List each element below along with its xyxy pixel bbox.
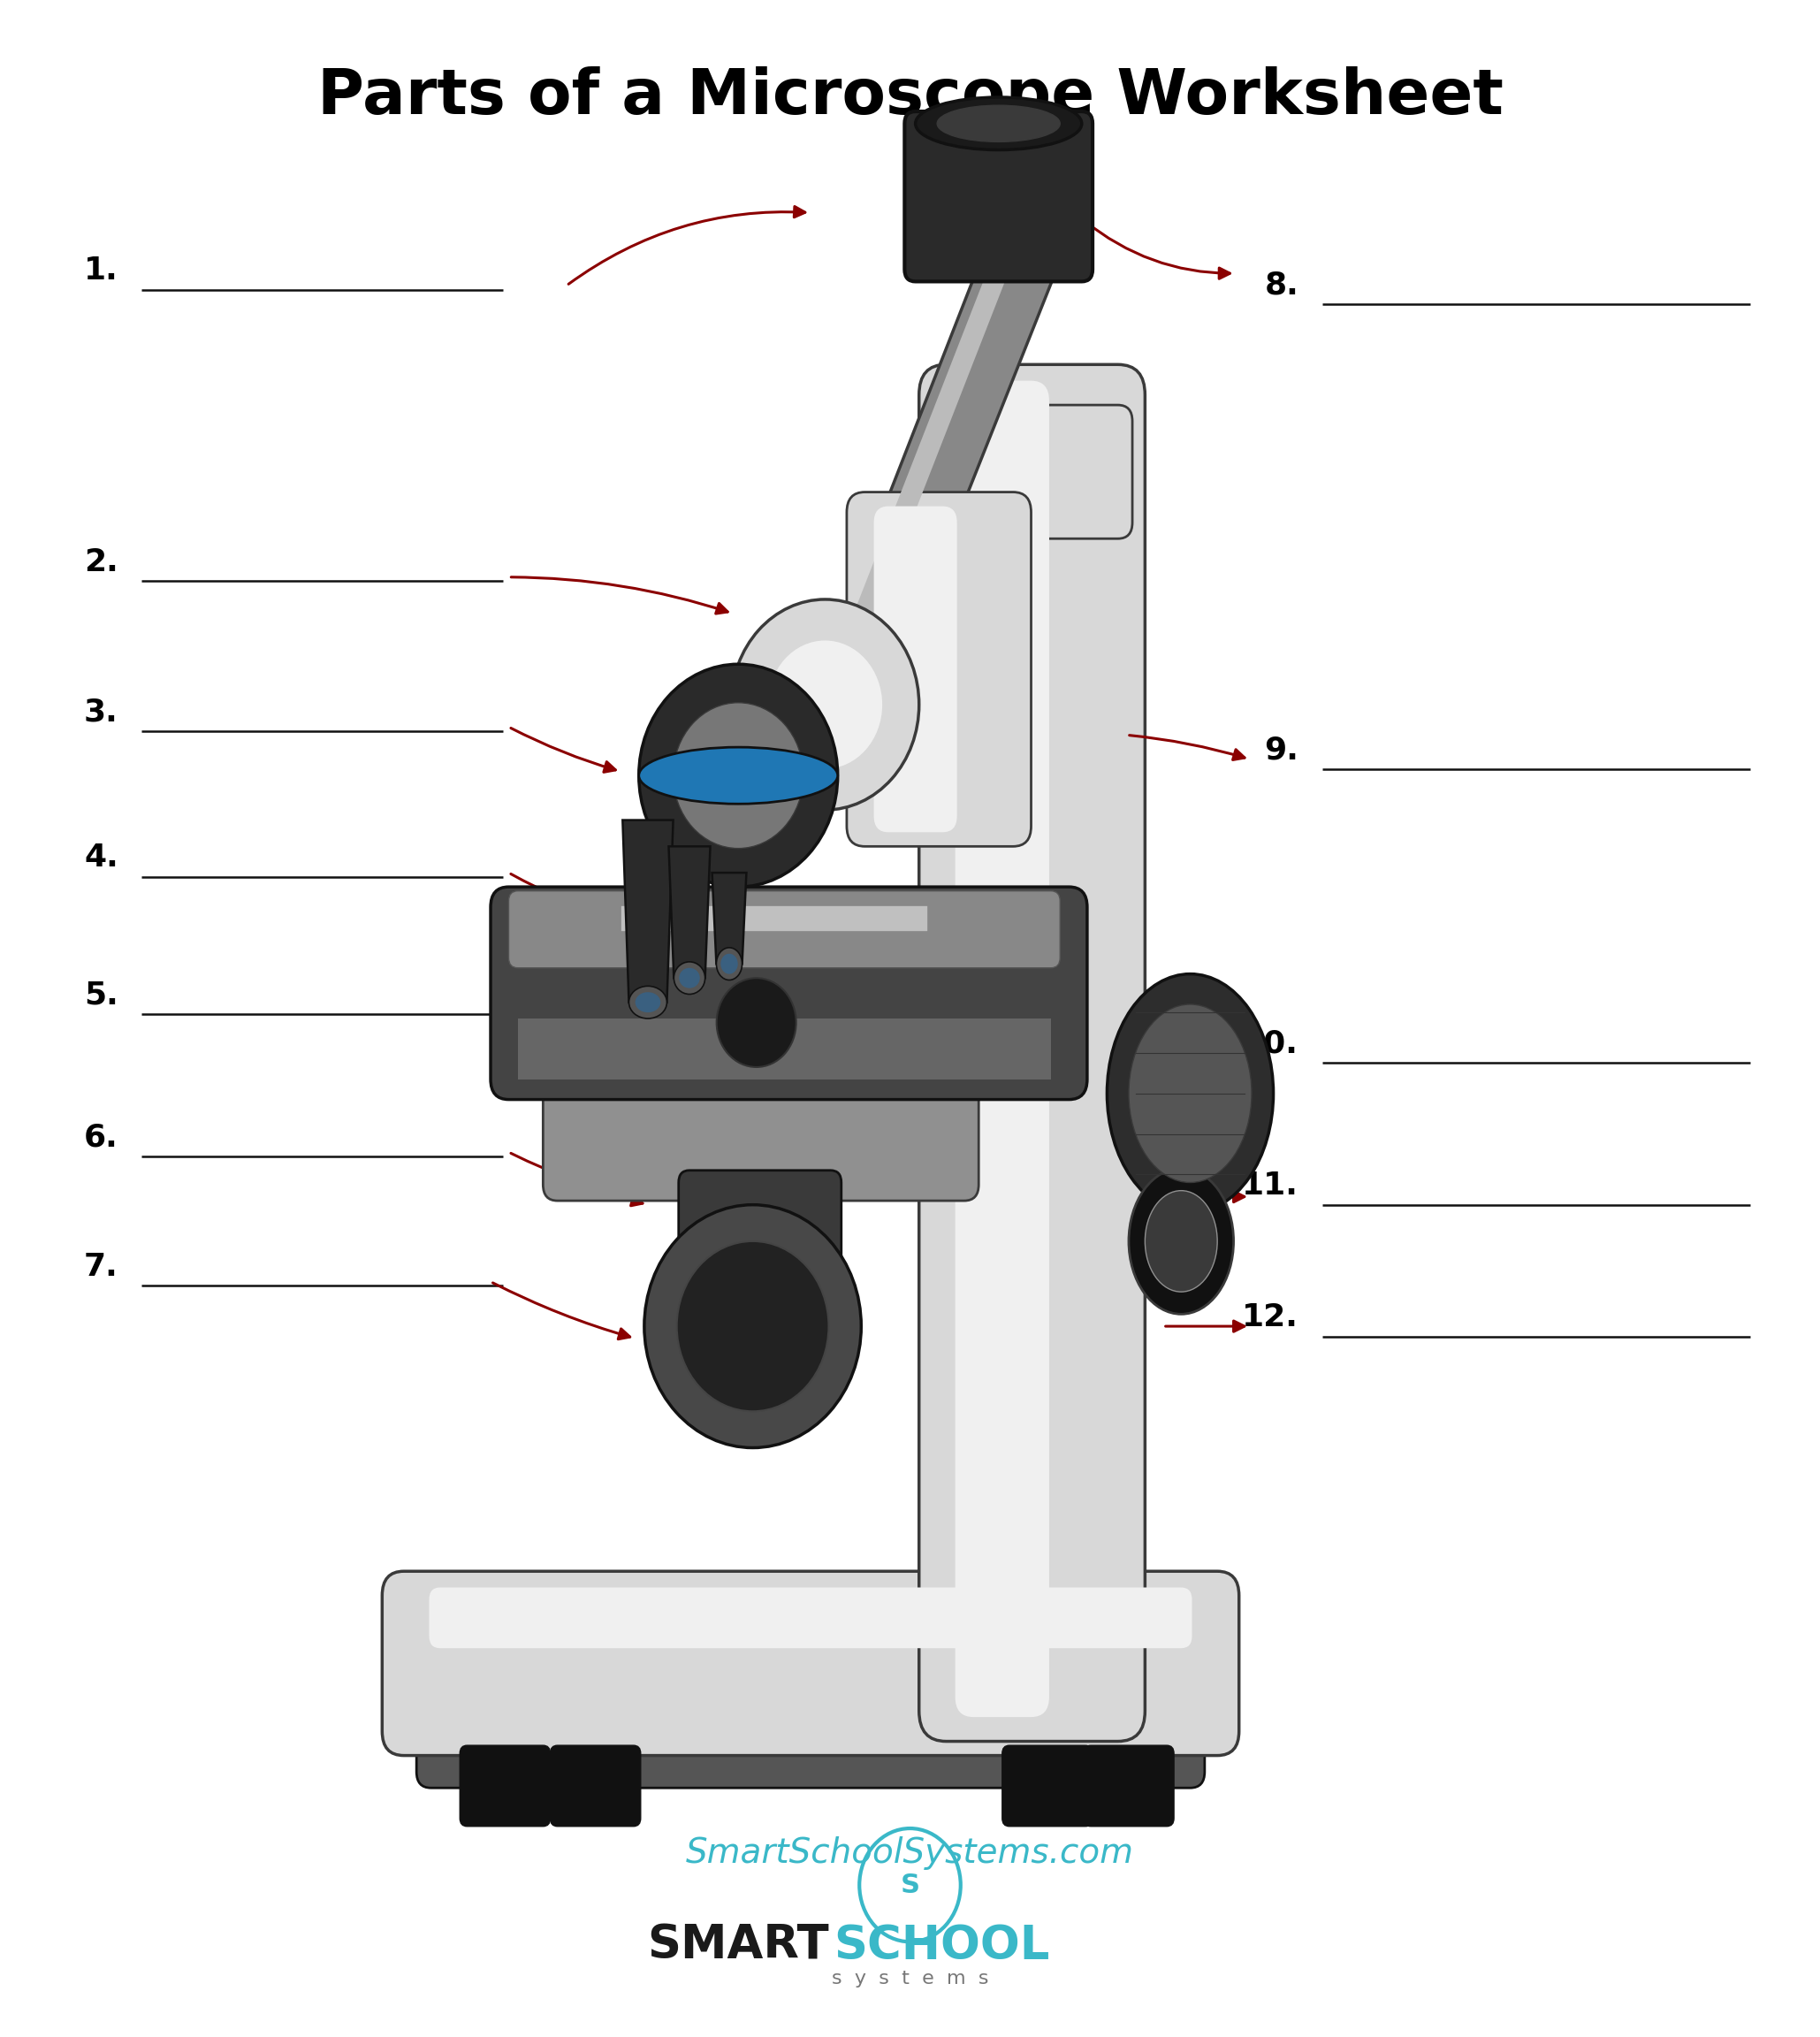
Text: Parts of a Microscope Worksheet: Parts of a Microscope Worksheet	[317, 67, 1503, 128]
Text: SmartSchoolSystems.com: SmartSchoolSystems.com	[686, 1835, 1134, 1870]
Text: 9.: 9.	[1265, 735, 1299, 766]
Ellipse shape	[915, 98, 1081, 151]
FancyBboxPatch shape	[430, 1587, 1192, 1648]
Ellipse shape	[635, 992, 661, 1012]
FancyBboxPatch shape	[846, 493, 1032, 847]
Ellipse shape	[937, 106, 1059, 143]
Text: 4.: 4.	[84, 843, 118, 872]
Text: s  y  s  t  e  m  s: s y s t e m s	[832, 1970, 988, 1986]
Ellipse shape	[673, 961, 704, 994]
Ellipse shape	[630, 986, 666, 1018]
Circle shape	[717, 978, 795, 1067]
FancyBboxPatch shape	[919, 365, 1145, 1742]
FancyBboxPatch shape	[1083, 1746, 1174, 1827]
FancyBboxPatch shape	[679, 1171, 841, 1283]
Circle shape	[732, 599, 919, 811]
Ellipse shape	[1145, 1190, 1218, 1291]
FancyBboxPatch shape	[932, 405, 1132, 538]
FancyBboxPatch shape	[491, 886, 1087, 1100]
FancyBboxPatch shape	[956, 381, 1048, 1717]
Ellipse shape	[1107, 974, 1274, 1212]
Polygon shape	[668, 847, 710, 978]
Circle shape	[673, 703, 803, 849]
Text: 3.: 3.	[84, 697, 118, 727]
Text: 7.: 7.	[84, 1251, 118, 1281]
Polygon shape	[517, 1018, 1050, 1080]
Text: SMART: SMART	[646, 1923, 828, 1970]
Circle shape	[768, 640, 883, 770]
FancyBboxPatch shape	[460, 1746, 550, 1827]
Text: 11.: 11.	[1243, 1171, 1299, 1200]
Polygon shape	[712, 872, 746, 964]
Ellipse shape	[717, 947, 743, 980]
Text: 5.: 5.	[84, 980, 118, 1010]
Polygon shape	[622, 821, 673, 1002]
Ellipse shape	[1128, 1169, 1234, 1314]
Polygon shape	[621, 904, 928, 931]
FancyBboxPatch shape	[874, 507, 957, 833]
Text: 1.: 1.	[84, 255, 118, 285]
FancyBboxPatch shape	[417, 1678, 1205, 1788]
Ellipse shape	[1128, 1004, 1252, 1183]
FancyBboxPatch shape	[550, 1746, 641, 1827]
Polygon shape	[783, 265, 1057, 766]
Text: SCHOOL: SCHOOL	[834, 1923, 1050, 1970]
Ellipse shape	[639, 748, 837, 805]
FancyBboxPatch shape	[905, 112, 1092, 281]
Text: 10.: 10.	[1243, 1029, 1299, 1059]
FancyBboxPatch shape	[542, 1071, 979, 1200]
Polygon shape	[404, 1595, 1218, 1731]
FancyBboxPatch shape	[382, 1571, 1239, 1756]
Text: 12.: 12.	[1243, 1302, 1299, 1332]
Circle shape	[639, 664, 837, 886]
Polygon shape	[794, 265, 1012, 766]
FancyBboxPatch shape	[508, 890, 1059, 968]
Text: S: S	[901, 1872, 919, 1898]
Circle shape	[644, 1204, 861, 1448]
Ellipse shape	[679, 968, 701, 988]
Text: 8.: 8.	[1265, 269, 1299, 299]
Ellipse shape	[721, 953, 737, 974]
Circle shape	[677, 1241, 828, 1412]
Text: 6.: 6.	[84, 1122, 118, 1153]
Text: 2.: 2.	[84, 548, 118, 576]
FancyBboxPatch shape	[1003, 1746, 1092, 1827]
